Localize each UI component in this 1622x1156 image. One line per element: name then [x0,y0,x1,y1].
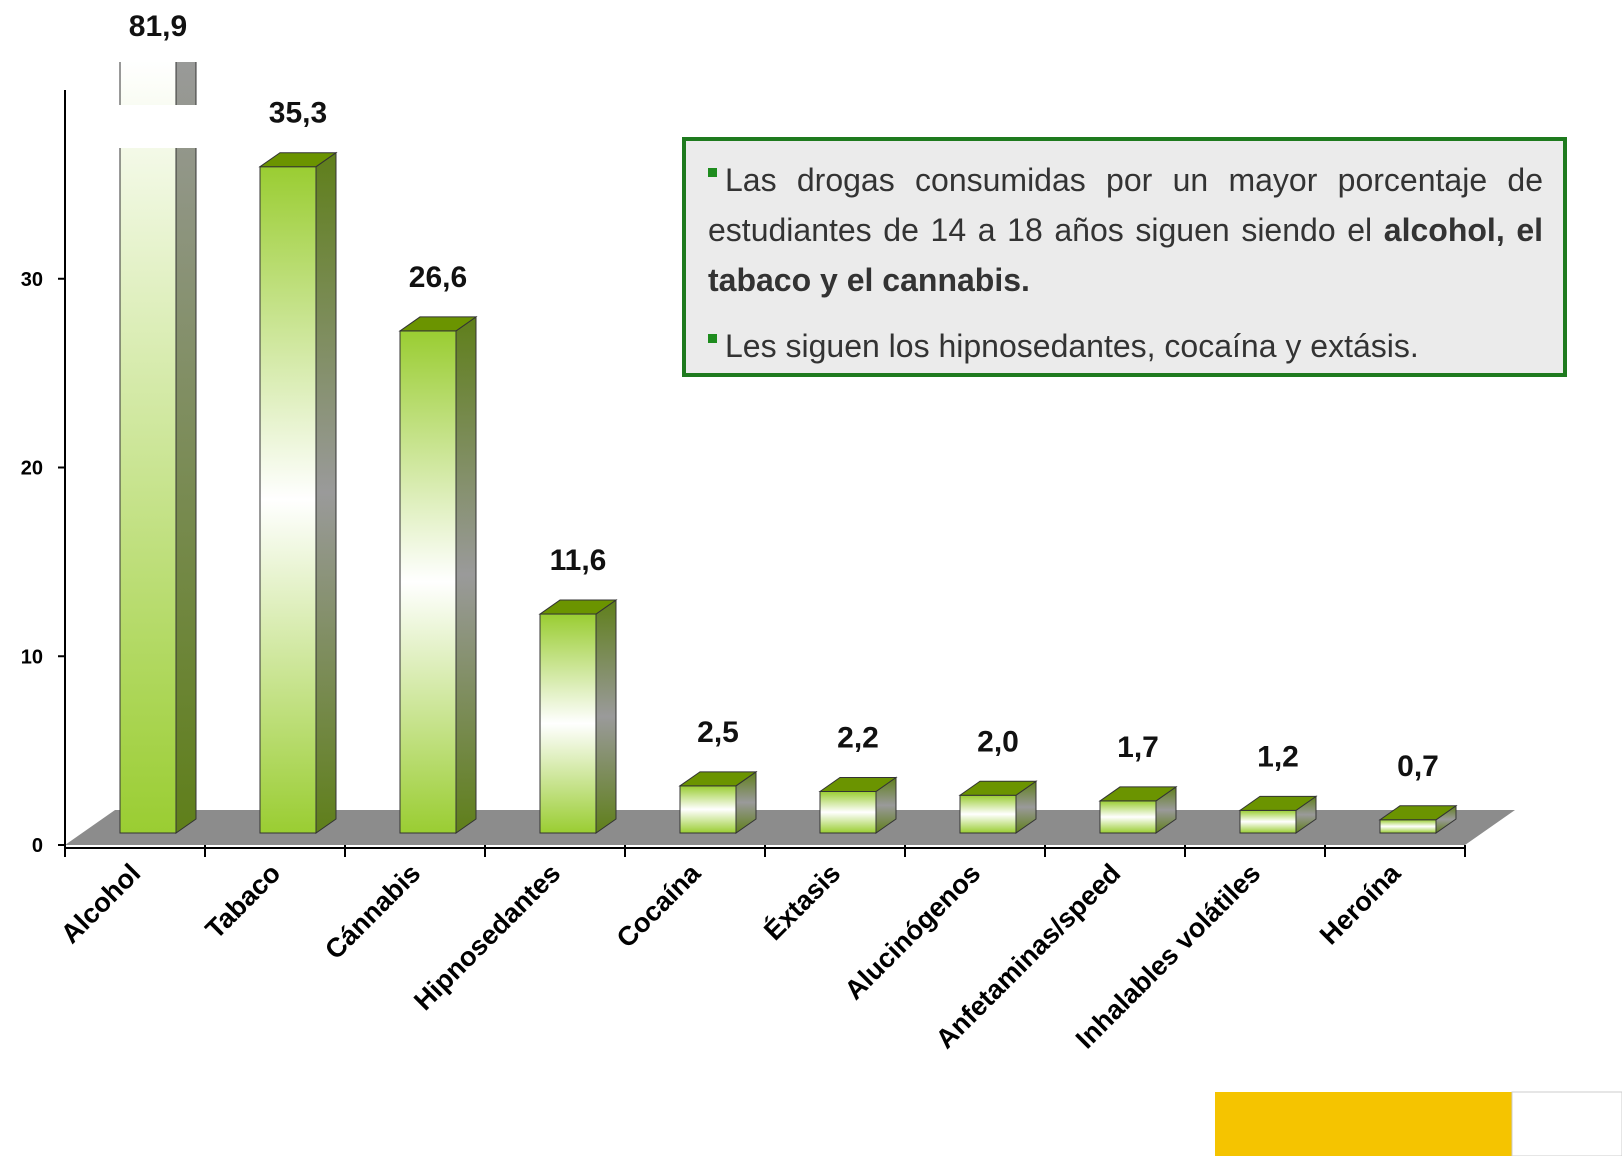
bar-top [818,776,898,792]
bar [1098,785,1178,834]
bar-top [1098,786,1178,802]
value-label: 1,7 [1117,731,1159,764]
bar-front [959,794,1017,834]
bullet: Les siguen los hipnosedantes, cocaína y … [708,321,1543,371]
bar [1378,804,1458,834]
x-tick-label: Hipnosedantes [408,858,566,1016]
x-tick-label: Cocaína [611,857,707,953]
bar-front [819,790,877,834]
bar-front [119,62,177,834]
y-tick-label: 20 [21,458,43,480]
value-label: 1,2 [1257,740,1299,773]
bar-top [678,771,758,787]
bars [119,62,1458,834]
value-label: 26,6 [409,261,467,294]
bar-front [399,330,457,834]
bar-top [958,780,1038,796]
bar [818,776,898,834]
y-tick-label: 30 [21,269,43,291]
bar [119,62,197,834]
x-tick-label: Cánnabis [319,858,426,965]
x-tick-label: Alucinógenos [839,858,986,1005]
bar-side [455,315,477,834]
bar-top [1378,805,1458,821]
text: Les siguen los hipnosedantes, cocaína y … [725,328,1419,364]
x-tick-label: Tabaco [200,858,287,945]
value-label: 35,3 [269,97,327,130]
text: Las drogas consumidas por un mayor porce… [708,162,1543,248]
bar-side [315,151,337,834]
axis-break [110,105,210,148]
bar-side [595,599,617,834]
bar-front [679,785,737,834]
bar-top [258,152,338,168]
bar-front [1099,800,1157,834]
x-tick-label: Heroína [1314,857,1407,950]
y-tick-label: 0 [32,835,43,857]
bullet: Las drogas consumidas por un mayor porce… [708,155,1543,305]
value-label: 0,7 [1397,750,1439,783]
bar [398,315,478,834]
x-tick-label: Éxtasis [757,857,846,946]
bar-front [259,166,317,834]
value-label: 2,5 [697,716,739,749]
bullet-marker [708,334,717,344]
annotation-box: Las drogas consumidas por un mayor porce… [682,137,1567,377]
bar-front [539,613,597,834]
logo-panel [1511,1091,1622,1156]
bar-front [1379,819,1437,834]
bold-text: alcohol, el tabaco y el cannabis. [708,212,1544,298]
value-label: 11,6 [550,544,607,577]
bar [538,599,618,834]
value-label: 2,2 [837,721,879,754]
bar-top [538,599,618,615]
bar-front [1239,809,1297,834]
value-label: 2,0 [977,725,1019,758]
bar-top [1238,795,1318,811]
x-tick-label: Alcohol [55,858,146,949]
y-tick-label: 10 [21,646,43,668]
bar [1238,795,1318,834]
bar [678,770,758,834]
bullet-marker [708,168,717,178]
value-label: 81,9 [129,10,187,43]
bar [958,780,1038,834]
bar-top [398,316,478,332]
bar [258,151,338,834]
